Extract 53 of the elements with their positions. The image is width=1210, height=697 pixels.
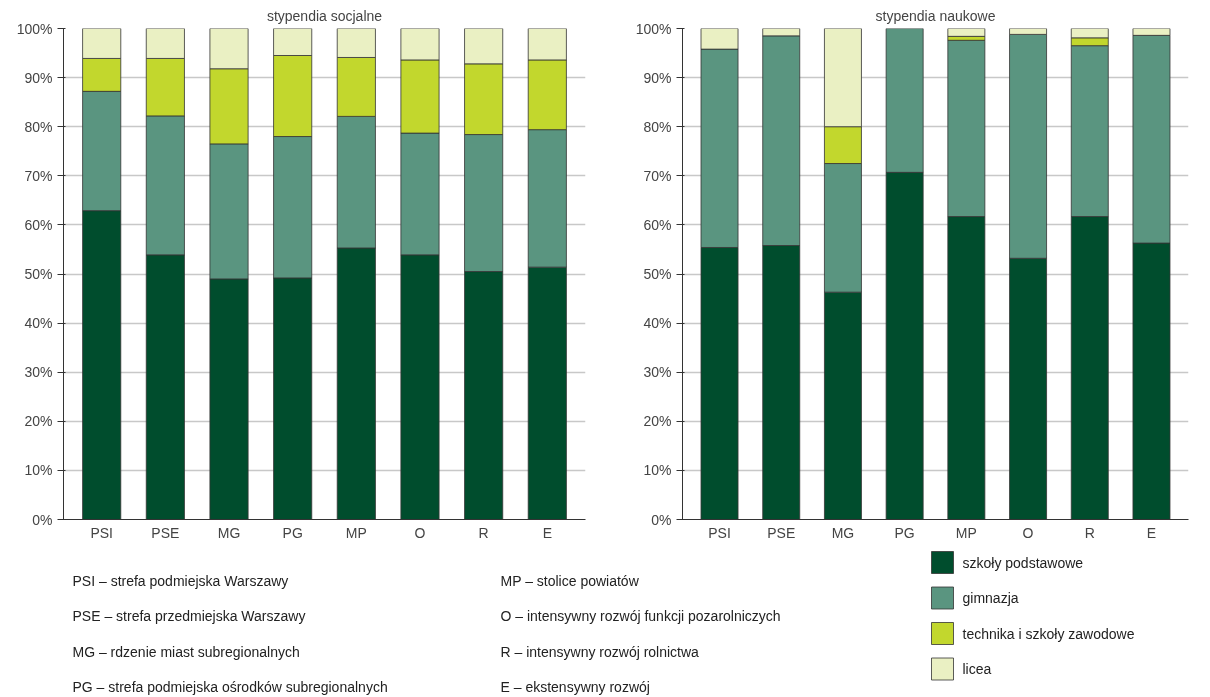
y-tick-label: 30% — [643, 364, 672, 381]
text: E – ekstensywny rozwój — [500, 679, 650, 695]
text: MG – rdzenie miast subregionalnych — [72, 643, 300, 660]
y-tick-label: 10% — [24, 462, 53, 479]
text: O – intensywny rozwój funkcji pozarolniczych — [500, 608, 781, 624]
legend-label: szkoły podstawowe — [962, 554, 1084, 571]
x-tick-label: MP — [955, 524, 977, 541]
y-tick-label: 50% — [643, 266, 672, 282]
y-tick-label: 0% — [651, 511, 672, 528]
y-tick-label: 20% — [643, 413, 672, 430]
y-tick-label: 20% — [24, 413, 53, 430]
text: PSE – strefa przedmiejska Warszawy — [72, 608, 306, 624]
y-tick-label: 70% — [643, 167, 672, 184]
y-tick-label: 0% — [32, 511, 53, 528]
y-tick-label: 100% — [635, 20, 672, 37]
x-tick-label: MG — [831, 524, 855, 541]
y-tick-label: 60% — [643, 216, 672, 233]
y-tick-label: 80% — [643, 118, 672, 135]
x-tick-label: MG — [217, 524, 241, 541]
y-tick-label: 90% — [24, 69, 53, 86]
y-tick-label: 60% — [24, 216, 53, 233]
x-tick-label: PSI — [708, 524, 731, 541]
y-tick-label: 30% — [24, 364, 53, 381]
x-tick-label: PG — [282, 524, 303, 541]
y-tick-label: 50% — [24, 266, 53, 282]
text: PG – strefa podmiejska ośrodków subregionalnych — [72, 679, 388, 695]
legend-label: licea — [962, 661, 992, 677]
x-tick-label: O — [414, 524, 426, 541]
x-tick-label: O — [1022, 524, 1034, 541]
legend-label: technika i szkoły zawodowe — [962, 625, 1135, 642]
x-tick-label: E — [1146, 524, 1157, 541]
y-tick-label: 10% — [643, 462, 672, 479]
x-tick-label: R — [1084, 524, 1095, 541]
y-tick-label: 40% — [643, 315, 672, 332]
y-tick-label: 40% — [24, 315, 53, 332]
y-tick-label: 70% — [24, 167, 53, 184]
chart-title: stypendia socjalne — [266, 7, 383, 24]
chart-title: stypendia naukowe — [875, 7, 996, 24]
text: R – intensywny rozwój rolnictwa — [500, 643, 700, 660]
x-tick-label: E — [542, 524, 552, 541]
x-tick-label: PG — [894, 524, 915, 541]
text: PSI – strefa podmiejska Warszawy — [72, 572, 289, 589]
x-tick-label: PSI — [90, 524, 113, 541]
x-tick-label: PSE — [767, 524, 796, 541]
y-tick-label: 90% — [643, 69, 672, 86]
y-tick-label: 100% — [16, 20, 53, 37]
bar — [947, 28, 986, 37]
x-tick-label: MP — [345, 524, 367, 541]
x-tick-label: R — [478, 524, 489, 541]
x-tick-label: PSE — [151, 524, 180, 541]
legend-label: gimnazja — [962, 590, 1019, 606]
text: MP – stolice powiatów — [500, 572, 640, 589]
y-tick-label: 80% — [24, 118, 53, 135]
